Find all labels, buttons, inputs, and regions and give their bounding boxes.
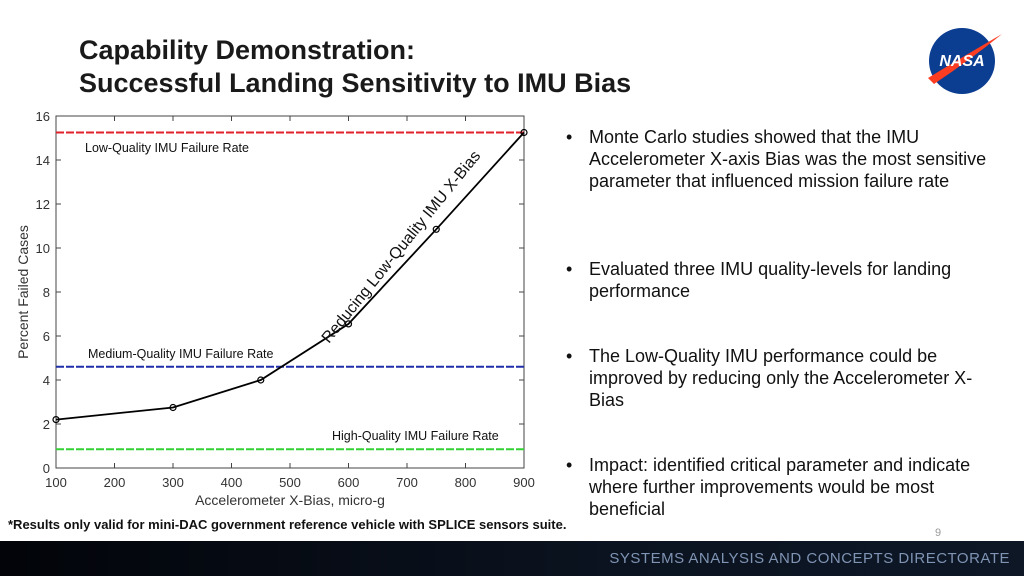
x-tick-label: 500: [279, 475, 301, 490]
reference-label: Low-Quality IMU Failure Rate: [85, 141, 249, 155]
logo: NASA: [928, 28, 1002, 94]
y-tick-label: 2: [43, 417, 50, 432]
y-tick-label: 0: [43, 461, 50, 476]
chart: 0 2 4 6 8 10 12 14 16 100 200 300 400 500 600 700 800 900…: [15, 109, 535, 508]
x-axis-label: Accelerometer X-Bias, micro-g: [195, 492, 385, 508]
data-point: [344, 320, 353, 328]
title-line: Successful Landing Sensitivity to IMU Bi…: [79, 68, 632, 98]
page-number: 9: [935, 527, 942, 539]
footer-band: SYSTEMS ANALYSIS AND CONCEPTS DIRECTORAT…: [0, 541, 1024, 576]
y-tick-label: 8: [43, 285, 50, 300]
footer-text: SYSTEMS ANALYSIS AND CONCEPTS DIRECTORAT…: [609, 550, 1010, 567]
data-line: [55, 131, 525, 421]
data-point: [52, 416, 60, 424]
data-point: [257, 376, 265, 384]
reference-label: High-Quality IMU Failure Rate: [332, 429, 499, 443]
x-tick-label: 300: [162, 475, 184, 490]
y-axis-label: Percent Failed Cases: [15, 225, 31, 359]
data-point: [432, 225, 440, 233]
x-tick-label: 400: [221, 475, 243, 490]
bullet: Monte Carlo studies showed that the IMU …: [566, 126, 996, 192]
bullet: Evaluated three IMU quality-levels for l…: [566, 258, 996, 302]
x-tick-label: 200: [104, 475, 126, 490]
x-tick-label: 800: [455, 475, 477, 490]
title-line: Capability Demonstration:: [79, 35, 416, 65]
x-tick-label: 600: [338, 475, 360, 490]
y-tick-label: 6: [43, 329, 50, 344]
x-tick-label: 700: [396, 475, 418, 490]
y-tick-label: 16: [36, 109, 50, 124]
data-point: [520, 128, 528, 137]
y-tick-label: 14: [36, 153, 50, 168]
data-point: [169, 403, 177, 412]
reference-label: Medium-Quality IMU Failure Rate: [88, 347, 274, 361]
bullet: The Low-Quality IMU performance could be…: [566, 345, 996, 411]
logo-text: NASA: [939, 53, 984, 70]
y-tick-label: 12: [36, 197, 50, 212]
footnote: *Results only valid for mini-DAC governm…: [8, 517, 567, 532]
y-tick-label: 4: [43, 373, 50, 388]
y-tick-label: 10: [36, 241, 50, 256]
x-tick-label: 100: [45, 475, 67, 490]
title: Capability Demonstration: Successful Lan…: [79, 34, 631, 100]
bullet: Impact: identified critical parameter an…: [566, 454, 996, 520]
x-tick-label: 900: [513, 475, 535, 490]
